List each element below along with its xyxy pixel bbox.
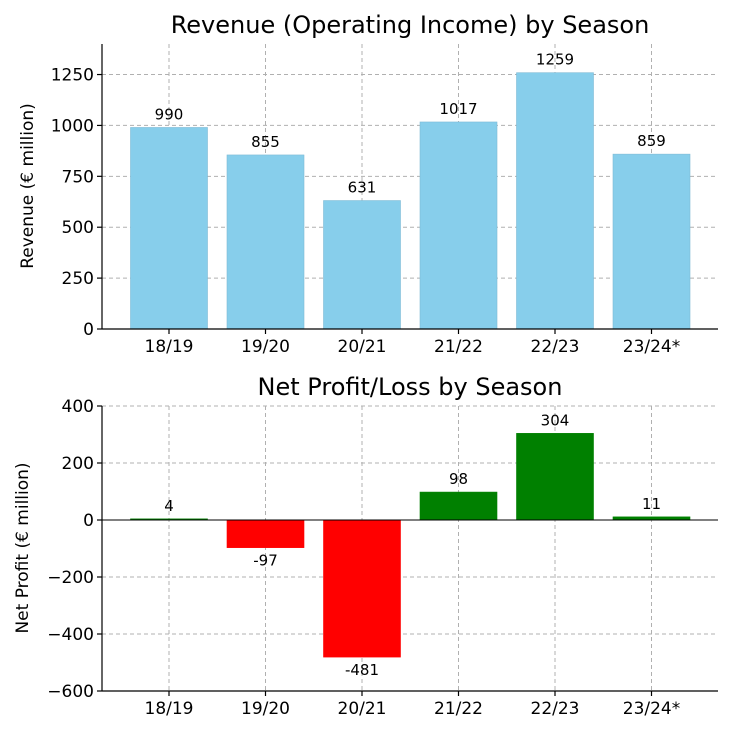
net-profit-data-label: 98 — [449, 470, 468, 488]
revenue-bar-2021 — [323, 200, 401, 330]
revenue-data-label: 1259 — [536, 51, 574, 69]
revenue-bar-2324 — [612, 153, 691, 330]
net-profit-bar-2324 — [612, 516, 691, 521]
revenue-y-tick-label: 1000 — [51, 116, 94, 136]
revenue-y-tick-label: 500 — [62, 218, 94, 238]
net-profit-y-tick-label: −200 — [47, 568, 94, 588]
net-profit-x-tick-label: 19/20 — [241, 699, 290, 719]
revenue-x-tick-label: 22/23 — [531, 337, 580, 357]
net-profit-chart-title: Net Profit/Loss by Season — [258, 373, 563, 401]
revenue-axes — [101, 44, 718, 330]
revenue-bar-2122 — [419, 121, 498, 330]
net-profit-axes — [101, 406, 718, 692]
net-profit-bar-2223 — [516, 433, 594, 521]
net-profit-bars — [130, 433, 691, 658]
revenue-y-tick-label: 750 — [62, 167, 94, 187]
revenue-data-label: 1017 — [439, 100, 477, 118]
revenue-bar-1920 — [226, 154, 305, 330]
net-profit-y-ticks: −600 −400 −200 0 200 400 — [47, 397, 102, 702]
revenue-y-tick-label: 1250 — [51, 66, 94, 86]
net-profit-y-tick-label: −600 — [47, 682, 94, 702]
revenue-data-label: 859 — [637, 132, 666, 150]
net-profit-x-tick-label: 22/23 — [531, 699, 580, 719]
net-profit-y-axis-label: Net Profit (€ million) — [13, 462, 33, 633]
revenue-chart: Revenue (Operating Income) by Season Rev… — [18, 11, 718, 357]
revenue-y-axis-label: Revenue (€ million) — [18, 103, 38, 269]
revenue-chart-title: Revenue (Operating Income) by Season — [171, 11, 650, 39]
net-profit-x-tick-label: 18/19 — [145, 699, 194, 719]
revenue-y-tick-label: 250 — [62, 269, 94, 289]
net-profit-data-label: -97 — [253, 552, 278, 570]
net-profit-bar-2021 — [323, 519, 401, 658]
net-profit-data-label: 4 — [164, 497, 174, 515]
revenue-bar-2223 — [516, 72, 594, 330]
net-profit-gridlines — [102, 405, 718, 692]
net-profit-data-label: -481 — [345, 661, 379, 679]
revenue-x-tick-label: 23/24* — [623, 337, 681, 357]
net-profit-x-ticks: 18/19 19/20 20/21 21/22 22/23 23/24* — [145, 691, 681, 719]
net-profit-y-tick-label: −400 — [47, 625, 94, 645]
net-profit-data-label: 11 — [642, 495, 661, 513]
revenue-data-label: 631 — [348, 179, 377, 197]
net-profit-bar-1920 — [226, 519, 305, 548]
revenue-x-tick-label: 19/20 — [241, 337, 290, 357]
revenue-x-tick-label: 21/22 — [434, 337, 483, 357]
net-profit-chart: Net Profit/Loss by Season Net Profit (€ … — [13, 373, 718, 719]
net-profit-bar-2122 — [419, 491, 498, 521]
revenue-x-tick-label: 20/21 — [338, 337, 387, 357]
revenue-bars — [130, 72, 691, 330]
revenue-y-tick-label: 0 — [83, 320, 94, 340]
net-profit-y-tick-label: 400 — [62, 397, 94, 417]
revenue-bar-1819 — [130, 127, 208, 330]
net-profit-data-label: 304 — [541, 411, 570, 429]
net-profit-y-tick-label: 0 — [83, 511, 94, 531]
revenue-x-tick-label: 18/19 — [145, 337, 194, 357]
net-profit-x-tick-label: 23/24* — [623, 699, 681, 719]
revenue-y-ticks: 0 250 500 750 1000 1250 — [51, 66, 102, 340]
net-profit-x-tick-label: 21/22 — [434, 699, 483, 719]
net-profit-data-labels: 4 -97 -481 98 304 11 — [164, 411, 661, 679]
net-profit-y-tick-label: 200 — [62, 454, 94, 474]
revenue-data-label: 990 — [155, 105, 184, 123]
revenue-data-label: 855 — [251, 133, 280, 151]
net-profit-x-tick-label: 20/21 — [338, 699, 387, 719]
revenue-data-labels: 990 855 631 1017 1259 859 — [155, 51, 666, 197]
revenue-x-ticks: 18/19 19/20 20/21 21/22 22/23 23/24* — [145, 329, 681, 357]
